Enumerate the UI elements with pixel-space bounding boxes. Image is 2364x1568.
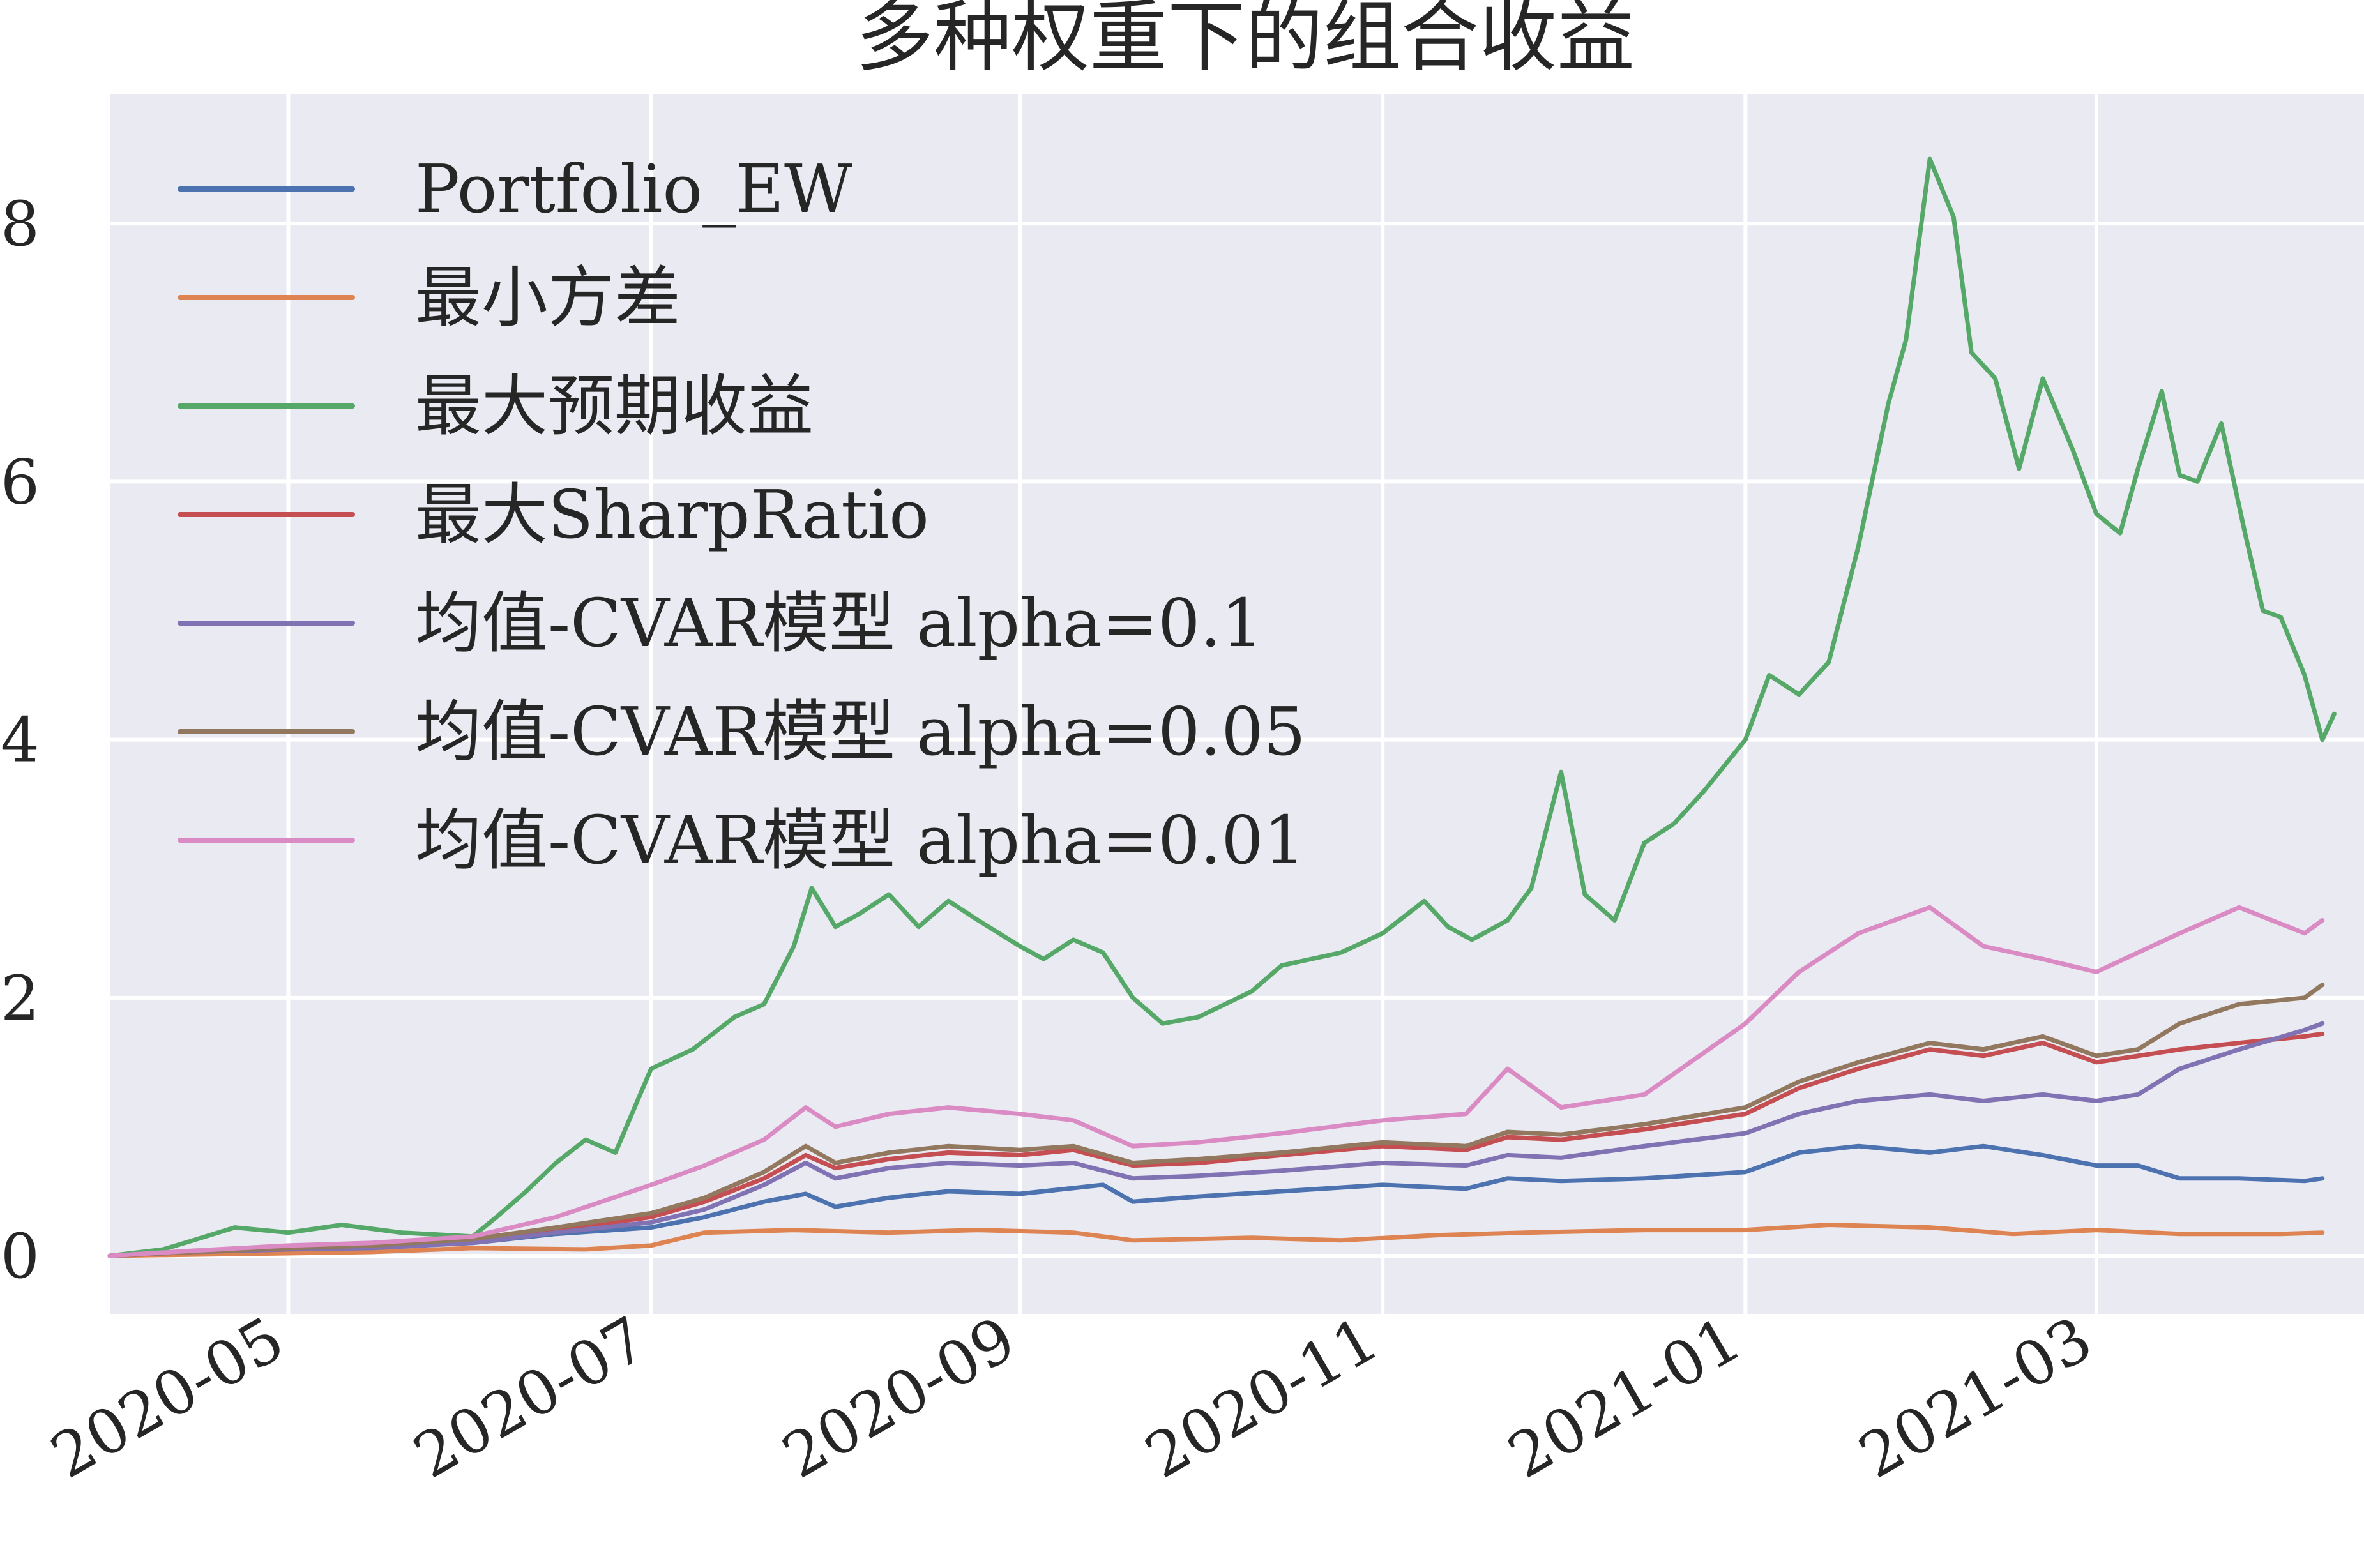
y-tick-label: 4 [1,705,40,776]
legend-label: 均值-CVAR模型 alpha=0.01 [415,801,1306,879]
series-line [107,1021,2325,1258]
y-axis-tick-labels: 0 2 4 6 8 [1,188,40,1292]
series-line [107,983,2325,1258]
series-line [107,1223,2325,1258]
x-axis-tick-labels: 2020-05 2020-07 2020-09 2020-11 2021-01 2021-… [39,1303,2103,1492]
x-tick-label: 2021-03 [1847,1303,2103,1492]
series-line [107,156,2337,1258]
series-line [107,1143,2325,1258]
y-tick-label: 2 [1,963,40,1034]
x-tick-label: 2020-05 [39,1303,295,1492]
x-tick-label: 2020-07 [402,1303,658,1492]
legend-label: 最大SharpRatio [415,476,929,554]
gridlines [110,94,2364,1314]
series-line [107,1031,2325,1258]
series-line [107,905,2325,1258]
series-lines [107,156,2337,1258]
y-tick-label: 0 [1,1221,40,1292]
chart-title: 多种权重下的组合收益 [856,0,1635,82]
legend-label: 均值-CVAR模型 alpha=0.1 [415,584,1264,662]
x-tick-label: 2020-09 [771,1303,1027,1492]
legend-label: 最大预期收益 [415,367,814,445]
y-tick-label: 6 [1,446,40,518]
legend-label: Portfolio_EW [415,150,852,228]
legend-label: 均值-CVAR模型 alpha=0.05 [415,693,1306,771]
legend-label: 最小方差 [415,259,681,336]
plot-area [110,94,2364,1314]
x-tick-label: 2020-11 [1133,1303,1390,1492]
y-tick-label: 8 [1,188,40,260]
x-tick-label: 2021-01 [1496,1303,1752,1492]
